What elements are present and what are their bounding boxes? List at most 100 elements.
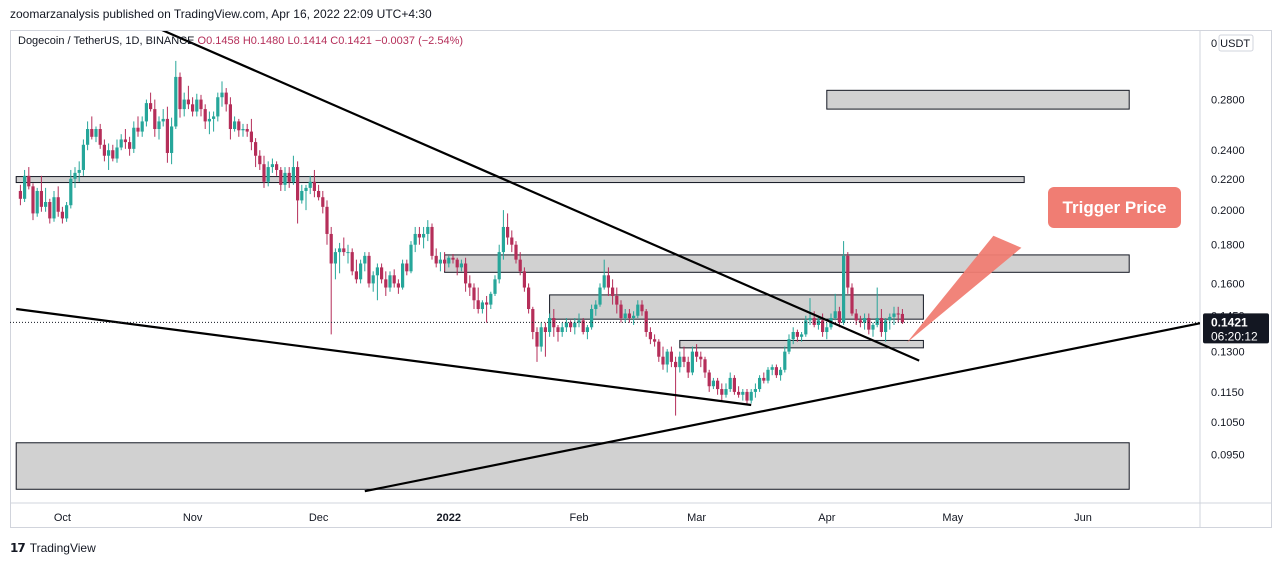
candle-body [321, 197, 325, 207]
candle-body [585, 327, 589, 333]
candle-body [779, 369, 783, 376]
candle-body [804, 320, 808, 335]
candle-body [535, 332, 539, 347]
candle-body [577, 320, 581, 323]
candle-body [795, 332, 799, 337]
price-tick-label: 0.1800 [1211, 240, 1245, 252]
candle-body [653, 339, 657, 342]
candle-body [573, 322, 577, 328]
candle-body [690, 351, 694, 373]
time-tick-label: Jun [1074, 512, 1092, 524]
candle-body [623, 313, 627, 319]
candle-body [598, 287, 602, 305]
price-tick-label: 0.2200 [1211, 174, 1245, 186]
candle-body [791, 332, 795, 340]
candle-body [136, 127, 140, 132]
candle-body [266, 167, 270, 182]
time-tick-label: Nov [183, 512, 203, 524]
price-axis-currency: 0 USDT [1211, 38, 1250, 50]
candle-body [661, 356, 665, 365]
candle-body [842, 255, 846, 323]
candle-body [317, 190, 321, 198]
candle-body [594, 304, 598, 310]
trigger-price-label: Trigger Price [1063, 198, 1167, 217]
publish-info: zoomarzanalysis published on TradingView… [10, 7, 432, 21]
time-tick-label: Oct [54, 512, 71, 524]
candle-body [615, 295, 619, 305]
candle-body [249, 131, 253, 143]
time-tick-label: Mar [687, 512, 706, 524]
trendline [16, 307, 752, 407]
trigger-price-callout [1048, 187, 1181, 228]
candle-body [514, 244, 518, 260]
candle-body [489, 293, 493, 305]
candle-body [590, 309, 594, 328]
candle-body [686, 361, 690, 373]
candle-body [212, 116, 216, 119]
candle-body [724, 389, 728, 395]
candle-body [472, 287, 476, 301]
candle-body [312, 181, 316, 191]
candle-body [581, 320, 585, 333]
candle-body [833, 311, 837, 319]
candle-body [325, 206, 329, 234]
candle-body [338, 248, 342, 253]
candle-body [119, 139, 123, 148]
candle-body [245, 129, 249, 132]
price-tick-label: 0.2400 [1211, 145, 1245, 157]
candle-body [279, 169, 283, 185]
price-tick-label: 0.2800 [1211, 95, 1245, 107]
candle-body [18, 190, 22, 199]
candle-body [81, 144, 85, 170]
candle-body [602, 275, 606, 288]
price-zone [15, 176, 1025, 184]
candle-body [405, 263, 409, 272]
candle-body [527, 287, 531, 310]
candle-body [850, 287, 854, 314]
candle-body [560, 327, 564, 333]
candle-body [186, 99, 190, 105]
price-zone [444, 254, 1130, 273]
candle-body [699, 356, 703, 360]
candle-body [854, 313, 858, 321]
candle-body [871, 324, 875, 330]
candle-body [375, 267, 379, 276]
candle-body [140, 121, 144, 132]
candle-body [77, 169, 81, 173]
candle-body [149, 103, 153, 110]
candle-body [102, 144, 106, 156]
candle-body [44, 201, 48, 207]
candle-body [766, 369, 770, 381]
candle-body [426, 226, 430, 234]
price-tick-label: 0.0950 [1211, 450, 1245, 462]
candle-body [165, 118, 169, 153]
tradingview-logo-icon: 𝟭𝟳 [10, 541, 26, 555]
callout-arrow [906, 235, 1022, 343]
candle-body [262, 164, 266, 182]
candle-body [539, 327, 543, 347]
candle-body [548, 318, 552, 333]
candle-body [359, 263, 363, 280]
candle-body [413, 233, 417, 245]
candle-body [447, 257, 451, 264]
candle-body [665, 351, 669, 365]
candle-body [875, 318, 879, 325]
candle-body [354, 271, 358, 280]
candle-body [476, 300, 480, 310]
candle-body [863, 318, 867, 323]
candle-body [178, 76, 182, 110]
candle-body [275, 164, 279, 170]
candle-body [493, 279, 497, 294]
candle-body [329, 233, 333, 264]
candle-body [518, 259, 522, 272]
candle-body [296, 167, 300, 201]
candle-body [497, 252, 501, 280]
candle-body [333, 252, 337, 264]
candle-body [300, 190, 304, 201]
candle-body [380, 267, 384, 280]
candle-body [161, 118, 165, 122]
candle-body [758, 377, 762, 390]
candle-body [480, 302, 484, 310]
candle-body [711, 380, 715, 387]
